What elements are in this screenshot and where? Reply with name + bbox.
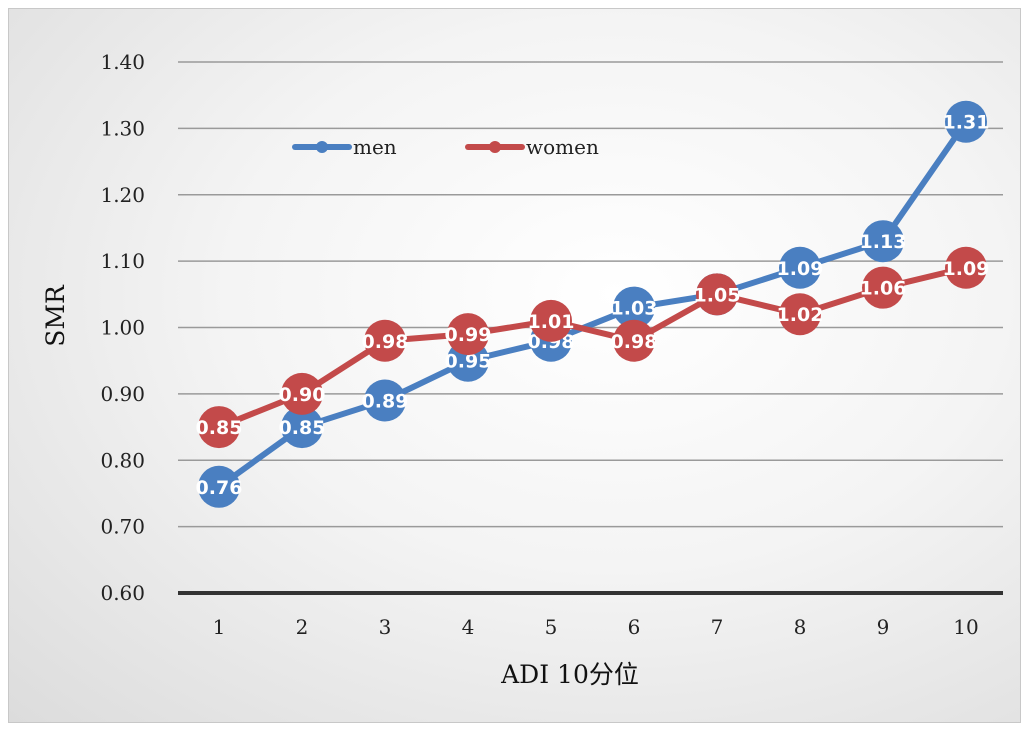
data-label: 0.76 — [196, 477, 243, 499]
data-point — [779, 293, 821, 336]
y-tick-label: 0.60 — [100, 581, 145, 605]
x-tick-label: 5 — [545, 615, 558, 639]
data-label: 1.02 — [777, 304, 824, 326]
y-tick-label: 1.40 — [100, 50, 145, 74]
data-point — [696, 273, 738, 316]
data-point — [862, 220, 904, 263]
data-label: 0.95 — [445, 351, 492, 373]
x-tick-label: 4 — [462, 615, 475, 639]
data-label: 0.85 — [196, 417, 243, 439]
data-label: 0.98 — [611, 331, 658, 353]
legend-swatch-marker — [489, 141, 501, 153]
y-tick-label: 1.10 — [100, 249, 145, 273]
data-point — [281, 406, 323, 449]
data-point — [613, 286, 655, 329]
legend: men women — [292, 135, 599, 159]
series-men: 0.76 0.85 0.89 0.95 0.98 1.03 1.05 1.09 1.13 1.31 — [196, 100, 990, 508]
x-tick-label: 6 — [628, 615, 641, 639]
y-tick-label: 1.20 — [100, 183, 145, 207]
data-point — [862, 266, 904, 309]
data-point — [945, 100, 987, 143]
y-tick-label: 1.30 — [100, 116, 145, 140]
series-line-men — [216, 118, 969, 490]
data-point — [779, 246, 821, 289]
x-tick-label: 10 — [953, 615, 978, 639]
series-line-women — [216, 264, 969, 431]
data-label: 1.05 — [694, 284, 741, 306]
data-point — [447, 313, 489, 356]
x-tick-label: 3 — [379, 615, 392, 639]
data-label: 1.01 — [528, 311, 575, 333]
data-label: 0.89 — [362, 391, 409, 413]
x-axis-title: ADI 10分位 — [500, 660, 639, 689]
chart-frame — [8, 8, 1021, 723]
data-label: 1.06 — [860, 278, 907, 300]
y-axis-title: SMR — [41, 284, 70, 347]
data-label: 1.31 — [943, 112, 990, 134]
data-point — [198, 465, 240, 508]
data-point — [945, 246, 987, 289]
data-label: 1.09 — [943, 258, 990, 280]
data-label: 1.03 — [611, 298, 658, 320]
x-tick-label: 1 — [213, 615, 226, 639]
data-point — [281, 372, 323, 415]
x-tick-label: 8 — [794, 615, 807, 639]
series-women: 0.85 0.90 0.98 0.99 1.01 0.98 1.05 1.02 1.06 1.09 — [196, 246, 990, 449]
data-point — [364, 379, 406, 422]
x-tick-label: 2 — [296, 615, 309, 639]
data-label: 0.90 — [279, 384, 326, 406]
x-axis-ticks: 1 2 3 4 5 6 7 8 9 10 — [213, 615, 979, 639]
y-tick-label: 1.00 — [100, 316, 145, 340]
y-tick-label: 0.90 — [100, 382, 145, 406]
data-point — [530, 299, 572, 342]
data-label: 0.98 — [362, 331, 409, 353]
data-point — [613, 319, 655, 362]
x-tick-label: 7 — [711, 615, 724, 639]
data-point — [364, 319, 406, 362]
legend-swatch-marker — [316, 141, 328, 153]
legend-label: men — [353, 135, 397, 159]
data-label: 0.85 — [279, 417, 326, 439]
x-tick-label: 9 — [877, 615, 890, 639]
y-tick-label: 0.70 — [100, 515, 145, 539]
data-label: 1.09 — [777, 258, 824, 280]
legend-label: women — [526, 135, 599, 159]
y-axis-ticks: 0.60 0.70 0.80 0.90 1.00 1.10 1.20 1.30 1.40 — [100, 50, 145, 605]
data-point — [198, 406, 240, 449]
y-tick-label: 0.80 — [100, 448, 145, 472]
gridlines — [178, 61, 1003, 595]
data-label: 0.99 — [445, 324, 492, 346]
data-label: 1.13 — [860, 231, 907, 253]
series: 0.76 0.85 0.89 0.95 0.98 1.03 1.05 1.09 1.13 1.31… — [196, 100, 990, 508]
